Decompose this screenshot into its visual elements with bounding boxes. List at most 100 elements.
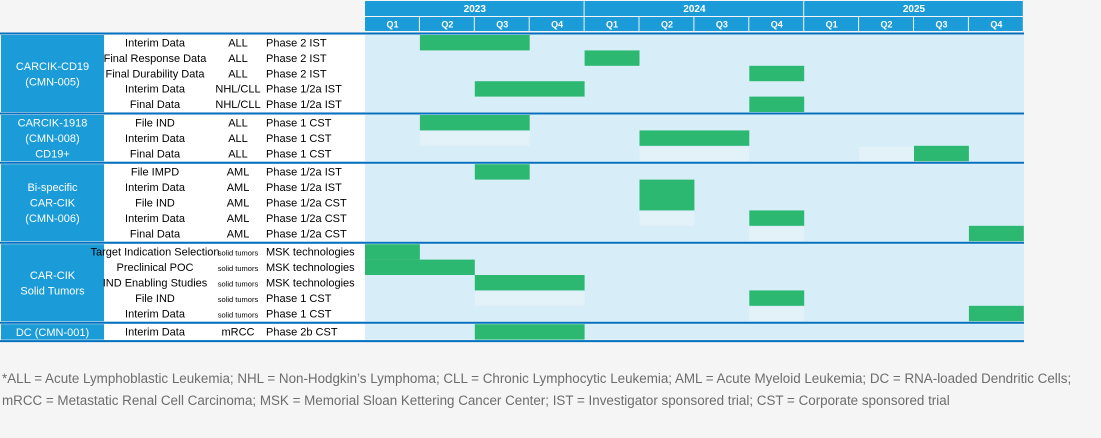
group-name-cell: [1, 115, 104, 162]
timeline-bar: [968, 305, 1024, 322]
year-header-cell: [584, 1, 804, 16]
group-label-panel: [105, 115, 365, 162]
group-name-line: DC (CMN-001): [16, 327, 89, 339]
row-indication: AML: [227, 198, 250, 210]
group-name-cell: [1, 244, 104, 322]
row-indication: NHL/CLL: [215, 84, 260, 96]
timeline-bar: [584, 50, 640, 66]
timeline-bar: [419, 115, 530, 131]
row-phase: Phase 1/2a IST: [266, 167, 342, 179]
row-indication: ALL: [228, 118, 248, 130]
group-timeline-bg: [365, 324, 1024, 340]
row-milestone: Final Data: [130, 99, 181, 111]
group-name-cell: [1, 324, 104, 340]
timeline-bar: [365, 244, 420, 260]
group-label-panel: [105, 164, 365, 242]
row-milestone: Interim Data: [125, 327, 186, 339]
group-name-line: Solid Tumors: [20, 285, 85, 297]
row-milestone: Target Indication Selection: [90, 247, 219, 259]
quarter-label: Q1: [386, 20, 398, 30]
group-name-line: CAR-CIK: [30, 270, 76, 282]
row-phase: Phase 1/2a IST: [266, 182, 342, 194]
timeline-ghost: [749, 306, 805, 322]
row-milestone: Interim Data: [125, 213, 186, 225]
row-indication: AML: [227, 213, 250, 225]
quarter-label: Q4: [551, 20, 563, 30]
row-phase: Phase 2 IST: [266, 38, 327, 50]
row-indication: AML: [227, 228, 250, 240]
timeline-bar: [419, 35, 530, 51]
timeline-bar: [474, 324, 585, 340]
quarter-header-cell: [365, 17, 419, 31]
row-indication: solid tumors: [218, 310, 259, 319]
quarter-header-cell: [968, 17, 1023, 31]
year-label: 2023: [464, 4, 487, 15]
timeline-bar: [639, 179, 695, 195]
group-label-panel: [105, 244, 365, 322]
timeline-bar: [749, 210, 805, 226]
timeline-ghost: [639, 146, 750, 162]
row-milestone: File IND: [135, 118, 175, 130]
year-label: 2025: [903, 4, 926, 15]
row-milestone: Interim Data: [125, 182, 186, 194]
timeline-ghost: [419, 131, 530, 146]
row-indication: solid tumors: [218, 280, 259, 289]
group-name-cell: [1, 164, 104, 242]
quarter-label: Q3: [935, 20, 947, 30]
timeline-bar: [749, 65, 805, 82]
row-indication: AML: [227, 182, 250, 194]
year-header-cell: [365, 1, 584, 16]
row-milestone: File IMPD: [131, 167, 179, 179]
row-indication: ALL: [228, 133, 248, 145]
row-indication: ALL: [228, 68, 248, 80]
row-phase: MSK technologies: [266, 278, 355, 290]
quarter-label: Q2: [441, 20, 453, 30]
group-timeline-bg: [365, 164, 1024, 242]
row-phase: Phase 1/2a CST: [266, 228, 347, 240]
footnote: *ALL = Acute Lymphoblastic Leukemia; NHL…: [2, 371, 1072, 408]
row-indication: NHL/CLL: [215, 99, 260, 111]
row-indication: AML: [227, 167, 250, 179]
timeline-ghost: [859, 146, 914, 162]
quarter-label: Q3: [716, 20, 728, 30]
group-name-line: (CMN-008): [25, 133, 79, 145]
timeline-bar: [365, 259, 475, 275]
row-milestone: File IND: [135, 293, 175, 305]
group-name-line: CARCIK-CD19: [16, 61, 89, 73]
group-name-line: (CMN-006): [25, 213, 79, 225]
row-milestone: Interim Data: [125, 133, 186, 145]
row-milestone: Final Response Data: [104, 53, 208, 65]
quarter-header-cell: [474, 17, 529, 31]
group-timeline-bg: [365, 244, 1024, 322]
quarter-header-cell: [749, 17, 804, 31]
timeline-bar: [639, 130, 750, 146]
quarter-label: Q1: [826, 20, 838, 30]
quarter-header-cell: [639, 17, 694, 31]
quarter-label: Q1: [606, 20, 618, 30]
row-milestone: Interim Data: [125, 84, 186, 96]
group-name-cell: [1, 35, 104, 112]
row-milestone: Final Durability Data: [105, 68, 205, 80]
row-phase: Phase 2 IST: [266, 53, 327, 65]
group-label-panel: [105, 35, 365, 112]
row-indication: ALL: [228, 148, 248, 160]
group-name-line: CD19+: [35, 149, 70, 161]
row-indication: mRCC: [222, 327, 255, 339]
year-label: 2024: [683, 4, 706, 15]
row-milestone: Interim Data: [125, 38, 186, 50]
row-milestone: Final Data: [130, 228, 181, 240]
row-phase: Phase 1/2a IST: [266, 99, 342, 111]
timeline-ghost: [474, 291, 585, 306]
row-phase: MSK technologies: [266, 262, 355, 274]
timeline-bar: [474, 164, 530, 180]
quarter-header-cell: [859, 17, 913, 31]
row-milestone: Final Data: [130, 148, 181, 160]
row-indication: solid tumors: [218, 295, 259, 304]
timeline-ghost: [749, 226, 805, 242]
timeline-bar: [749, 96, 805, 112]
quarter-label: Q4: [771, 20, 783, 30]
row-phase: Phase 1 CST: [266, 293, 332, 305]
quarter-header-cell: [419, 17, 474, 31]
year-header-cell: [804, 1, 1023, 16]
timeline-bar: [474, 81, 585, 97]
